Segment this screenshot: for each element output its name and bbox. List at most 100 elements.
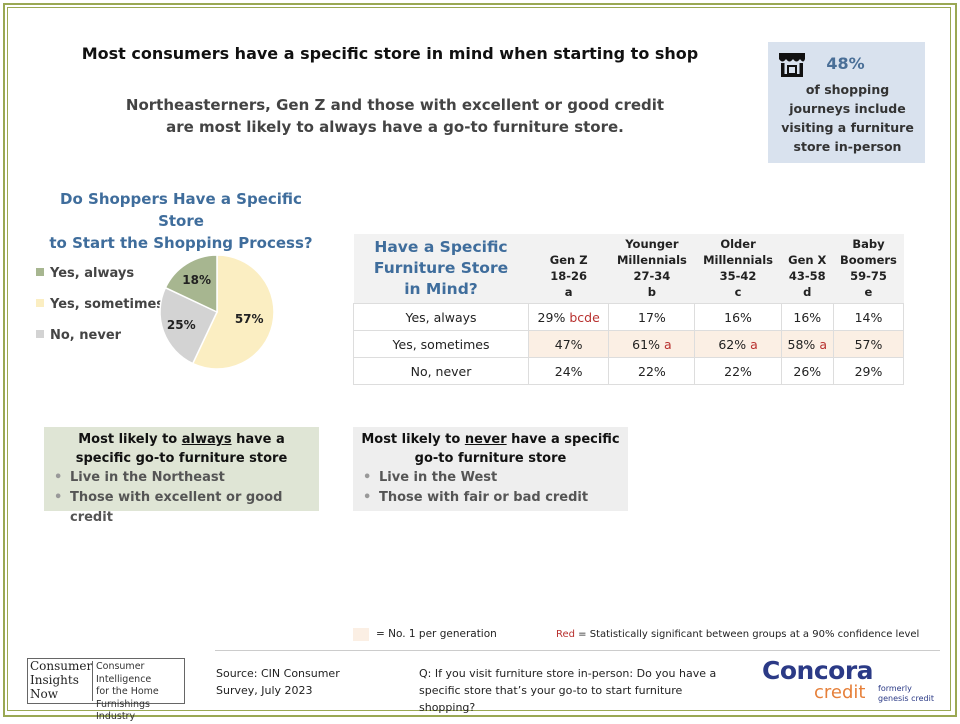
column-header-line: 18-26 xyxy=(550,269,588,283)
cin-logo-line: Consumer xyxy=(30,659,93,673)
table-title-line: Furniture Store xyxy=(373,258,509,277)
column-header-line: c xyxy=(734,285,742,299)
column-header-line: 27-34 xyxy=(633,269,671,283)
pie-data-label: 25% xyxy=(167,318,196,332)
pie-data-label: 57% xyxy=(235,312,264,326)
table-cell: 47% xyxy=(527,330,610,358)
stat-callout: 48% of shopping journeys include visitin… xyxy=(768,42,925,163)
stat-line: journeys include xyxy=(789,101,906,116)
column-header-line: 43-58 xyxy=(788,269,826,283)
table-cell: 57% xyxy=(832,330,905,358)
table-header-row: Have a Specific Furniture Store in Mind?… xyxy=(353,234,904,304)
always-callout-list: Live in the Northeast Those with excelle… xyxy=(44,468,319,528)
list-item: Those with excellent or good credit xyxy=(54,488,319,528)
table-cell: 29% bcde xyxy=(527,303,610,331)
cell-value: 16% xyxy=(793,309,822,325)
heading-text: Most likely to xyxy=(361,432,465,447)
table-cell: 22% xyxy=(694,357,782,385)
survey-question: Q: If you visit furniture store in-perso… xyxy=(419,667,717,714)
heading-text: have a specific go-to furniture store xyxy=(75,432,288,466)
table-cell: 16% xyxy=(780,303,834,331)
table-row: No, never 24% 22% 22% 26% 29% xyxy=(353,357,905,385)
concora-logo: Concora credit formerly genesis credit xyxy=(762,656,934,703)
heading-emphasis: never xyxy=(464,432,507,447)
row-label: No, never xyxy=(353,357,529,385)
page-subtitle: Northeasterners, Gen Z and those with ex… xyxy=(120,94,670,138)
table-cell: 17% xyxy=(608,303,696,331)
cin-tagline-line: Furnishings Industry xyxy=(96,698,150,723)
column-header-younger-millennials: Younger Millennials 27-34 b xyxy=(608,234,695,304)
cell-value: 61% xyxy=(632,336,660,352)
column-header-line: 35-42 xyxy=(719,269,757,283)
column-header-gen-z: Gen Z 18-26 a xyxy=(528,234,609,304)
pie-chart-title: Do Shoppers Have a Specific Store to Sta… xyxy=(36,188,326,254)
row-label: Yes, always xyxy=(353,303,529,331)
table-row: Yes, always 29% bcde 17% 16% 16% 14% xyxy=(353,303,905,331)
legend-item-never: No, never xyxy=(36,328,121,343)
legend-label: Yes, always xyxy=(50,266,135,281)
cell-value: 29% xyxy=(537,309,566,325)
formerly-line: genesis credit xyxy=(878,694,934,703)
page-title: Most consumers have a specific store in … xyxy=(81,44,699,63)
table-cell: 29% xyxy=(832,357,905,385)
pie-data-label: 18% xyxy=(182,273,211,287)
cell-value: 17% xyxy=(638,309,666,325)
column-header-line: b xyxy=(647,285,657,299)
table-cell: 24% xyxy=(527,357,610,385)
pie-title-line-1: Do Shoppers Have a Specific Store xyxy=(60,190,302,230)
source-note: Source: CIN Consumer Survey, July 2023 xyxy=(216,667,340,697)
outer-frame xyxy=(3,3,957,717)
legend-swatch xyxy=(36,330,44,338)
cin-logo-wordmark: Consumer Insights Now xyxy=(28,659,92,703)
cell-value: 29% xyxy=(854,363,883,379)
column-header-line: Baby xyxy=(852,237,885,251)
column-header-baby-boomers: Baby Boomers 59-75 e xyxy=(833,234,904,304)
column-header-line: Gen Z xyxy=(549,253,588,267)
table-title: Have a Specific Furniture Store in Mind? xyxy=(353,234,529,304)
column-header-line: a xyxy=(564,285,573,299)
table-cell: 58% a xyxy=(780,330,834,358)
column-header-line: Gen X xyxy=(788,253,827,267)
cin-logo: Consumer Insights Now Consumer Intellige… xyxy=(27,658,186,722)
never-callout-list: Live in the West Those with fair or bad … xyxy=(353,468,628,508)
legend-item-always: Yes, always xyxy=(36,266,134,281)
table-cell: 16% xyxy=(694,303,782,331)
cell-value: 24% xyxy=(554,363,583,379)
pie-slice xyxy=(191,254,275,370)
heading-emphasis: always xyxy=(181,432,232,447)
top-per-generation-note: = No. 1 per generation xyxy=(376,628,497,640)
significance-note: Red = Statistically significant between … xyxy=(556,629,919,640)
cin-logo-tagline: Consumer Intelligence for the Home Furni… xyxy=(92,661,186,722)
cin-tagline-line: for the Home xyxy=(96,686,159,697)
column-header-line: Older xyxy=(720,237,756,251)
significance-marker: a xyxy=(663,336,672,352)
cell-value: 47% xyxy=(554,336,583,352)
significance-marker: a xyxy=(819,336,827,352)
subtitle-line-1: Northeasterners, Gen Z and those with ex… xyxy=(125,96,665,114)
always-callout-heading: Most likely to always have a specific go… xyxy=(50,430,313,468)
pie-chart: 57% 25% 18% xyxy=(159,254,275,370)
cell-value: 22% xyxy=(638,363,666,379)
footer-divider xyxy=(215,650,940,651)
never-callout: Most likely to never have a specific go-… xyxy=(353,427,628,511)
cell-value: 26% xyxy=(793,363,822,379)
cell-value: 14% xyxy=(854,309,883,325)
subtitle-line-2: are most likely to always have a go-to f… xyxy=(166,118,624,136)
stat-line: store in-person xyxy=(793,139,902,154)
column-header-line: Boomers xyxy=(840,253,897,267)
cell-value: 58% xyxy=(787,336,816,352)
significance-red-word: Red xyxy=(556,629,575,640)
column-header-line: Younger xyxy=(625,237,679,251)
table-row: Yes, sometimes 47% 61% a 62% a 58% a 57% xyxy=(353,330,905,358)
heading-text: have a specific go-to furniture store xyxy=(414,432,620,466)
concora-wordmark: Concora xyxy=(762,656,874,685)
store-icon xyxy=(777,51,807,83)
generation-table: Have a Specific Furniture Store in Mind?… xyxy=(353,234,905,385)
column-header-line: Millennials xyxy=(703,253,774,267)
cin-logo-line: Now xyxy=(30,687,58,701)
column-header-line: d xyxy=(803,285,812,299)
significance-marker: a xyxy=(750,336,758,352)
list-item: Live in the West xyxy=(363,468,628,488)
cell-value: 16% xyxy=(724,309,752,325)
column-header-gen-x: Gen X 43-58 d xyxy=(781,234,834,304)
